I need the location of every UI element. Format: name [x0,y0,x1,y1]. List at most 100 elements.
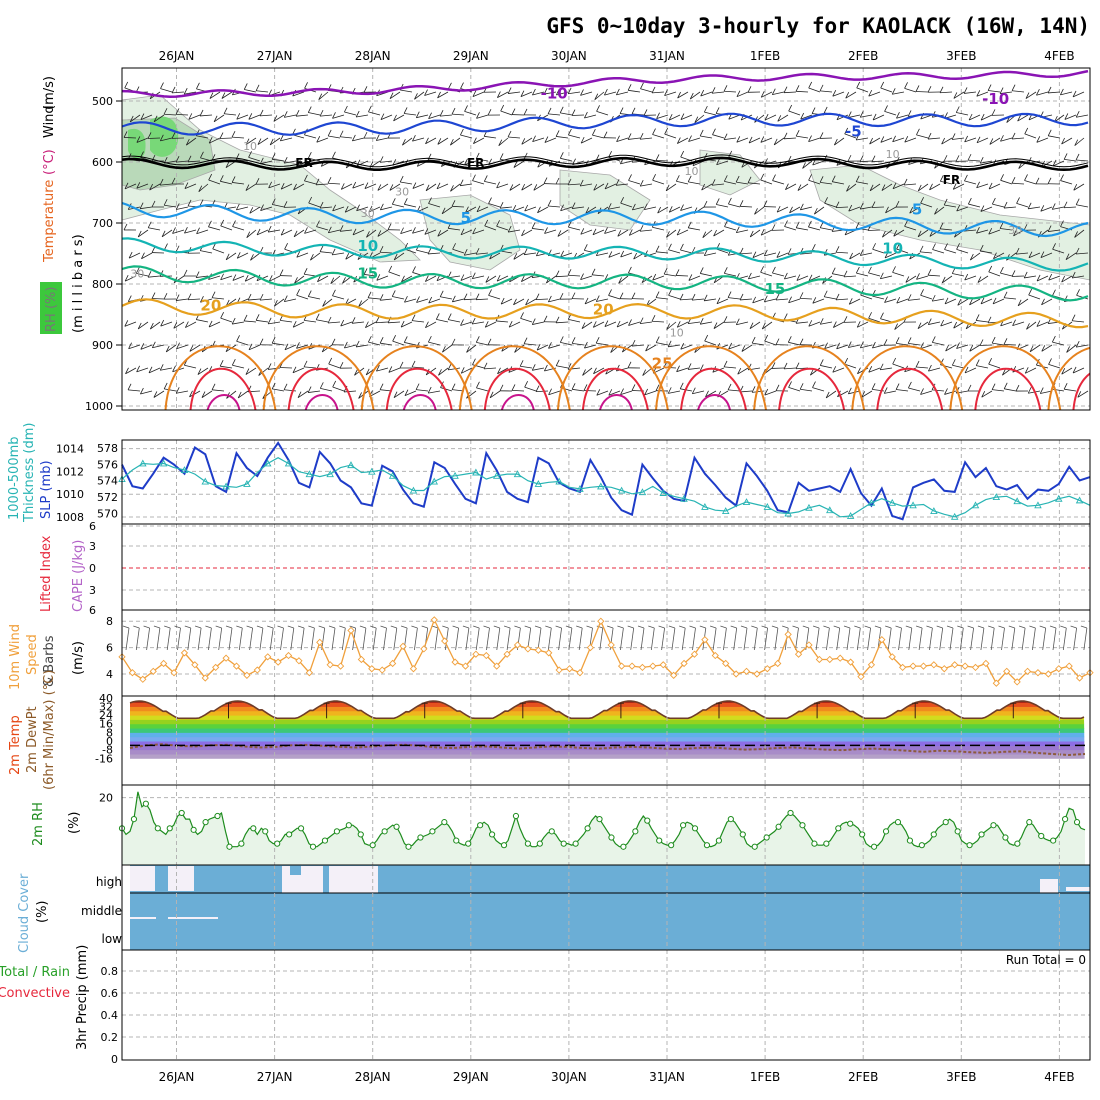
wind-barb-flag [464,105,468,112]
wind-barb [328,363,341,369]
wind-barb [292,91,305,97]
rh-point [405,843,412,850]
wind-barb [1025,91,1037,99]
wind-barb-flag [855,175,860,182]
wind-barb [652,179,665,185]
wind-speed-point [295,657,303,665]
contour-label: 25 [652,354,673,372]
wind-barb-flag [604,182,609,190]
wind-barb-flag [1002,369,1006,376]
wind-barb-flag [992,197,996,205]
wind-barb-flag [219,175,224,182]
wind-barb-flag [322,300,326,307]
wind-barb-flag [783,362,788,370]
wind-barb-flag [724,220,728,227]
wind-barb-flag [859,341,864,349]
wind-barb [640,137,653,140]
wind-barb [293,183,305,191]
wind-barb-flag [160,82,164,89]
wind-barb-flag [403,107,408,114]
wind-barb [892,183,905,190]
wind-speed-point [170,669,178,677]
wind-barb [652,275,665,281]
rh-point [1062,815,1069,823]
rh-point [321,837,329,844]
wind-barb-flag [555,316,560,323]
wind-barb-flag [764,113,769,121]
thickness-point [1034,501,1042,509]
wind-barb [268,229,281,233]
isotherm-loop [851,345,964,410]
rh-point [715,837,723,844]
wind-barb [764,298,777,303]
date-label-top: 4FEB [1044,49,1074,63]
wind-barb [920,251,933,254]
wind-barb-10m [442,625,449,629]
wind-barb-flag [1075,153,1080,161]
precip-tick: 0 [111,1053,118,1066]
wind-barb-flag [799,203,804,210]
wind-barb-flag [519,360,524,367]
wind-barb-flag [1035,177,1040,185]
wind-barb-flag [728,197,732,205]
wind-barb [249,206,261,214]
wind-barb-flag [148,366,153,374]
thickness-point [680,494,688,502]
wind-speed-point [357,655,366,664]
wind-barb [880,367,893,371]
date-label-bottom: 27JAN [257,1070,293,1084]
wind-barb-flag [920,289,924,296]
wind-barb [716,204,729,208]
wind-barb-flag [939,222,944,229]
isotherm-loop [697,394,731,410]
wind-barb-flag [537,206,541,213]
wind-barb-flag [715,107,720,114]
wind-barb [437,229,449,237]
wind-barb [440,387,453,392]
wind-barb-flag [499,384,504,391]
wind-speed-point [742,667,751,675]
wind-barb-flag [917,322,922,329]
wind-barb-flag [176,342,180,349]
wind-barb [232,275,245,281]
wind-barb-flag [872,243,876,250]
wind-barb-flag [596,105,600,112]
wind-barb [892,137,905,143]
wind-barb [1048,229,1061,232]
ylabel-convective: Convective [0,986,70,1001]
wind-barb-flag [236,113,241,120]
thickness-point [284,459,293,467]
wind-barb [884,390,897,394]
cape-frame [121,523,1091,611]
wind-barb-flag [231,130,236,138]
thickness-point [263,459,272,467]
wind-barb-flag [315,178,320,185]
wind-barb-flag [568,220,572,228]
wind-barb-flag [628,319,632,326]
wind-barb [1040,252,1053,258]
wind-barb-flag [1076,289,1080,296]
wind-barb-flag [171,86,176,94]
wind-barb-flag [775,384,780,391]
wind-barb-flag [956,342,960,349]
wind-barb-flag [293,183,297,191]
wind-barb-flag [427,386,432,394]
wind-barb [428,252,441,255]
wind-barb-flag [631,292,636,299]
wind-barb-flag [245,138,250,145]
wind-barb [1048,275,1061,281]
wind-barb [783,91,797,94]
wind-barb [136,137,149,143]
wind-barb-10m [287,625,294,629]
wind-barb-flag [992,297,997,305]
ylabel-2mdew: 2m DewPt [25,706,40,773]
wind-barb [894,321,905,330]
wind-barb-flag [927,318,932,325]
wind-barb [256,229,269,236]
wind-barb-flag [416,296,420,303]
wind-barb [380,206,393,211]
wind-barb [236,114,249,120]
wind-barb-flag [627,361,632,368]
wind-barb-flag [163,199,168,206]
wind-barb-10m [774,627,779,651]
